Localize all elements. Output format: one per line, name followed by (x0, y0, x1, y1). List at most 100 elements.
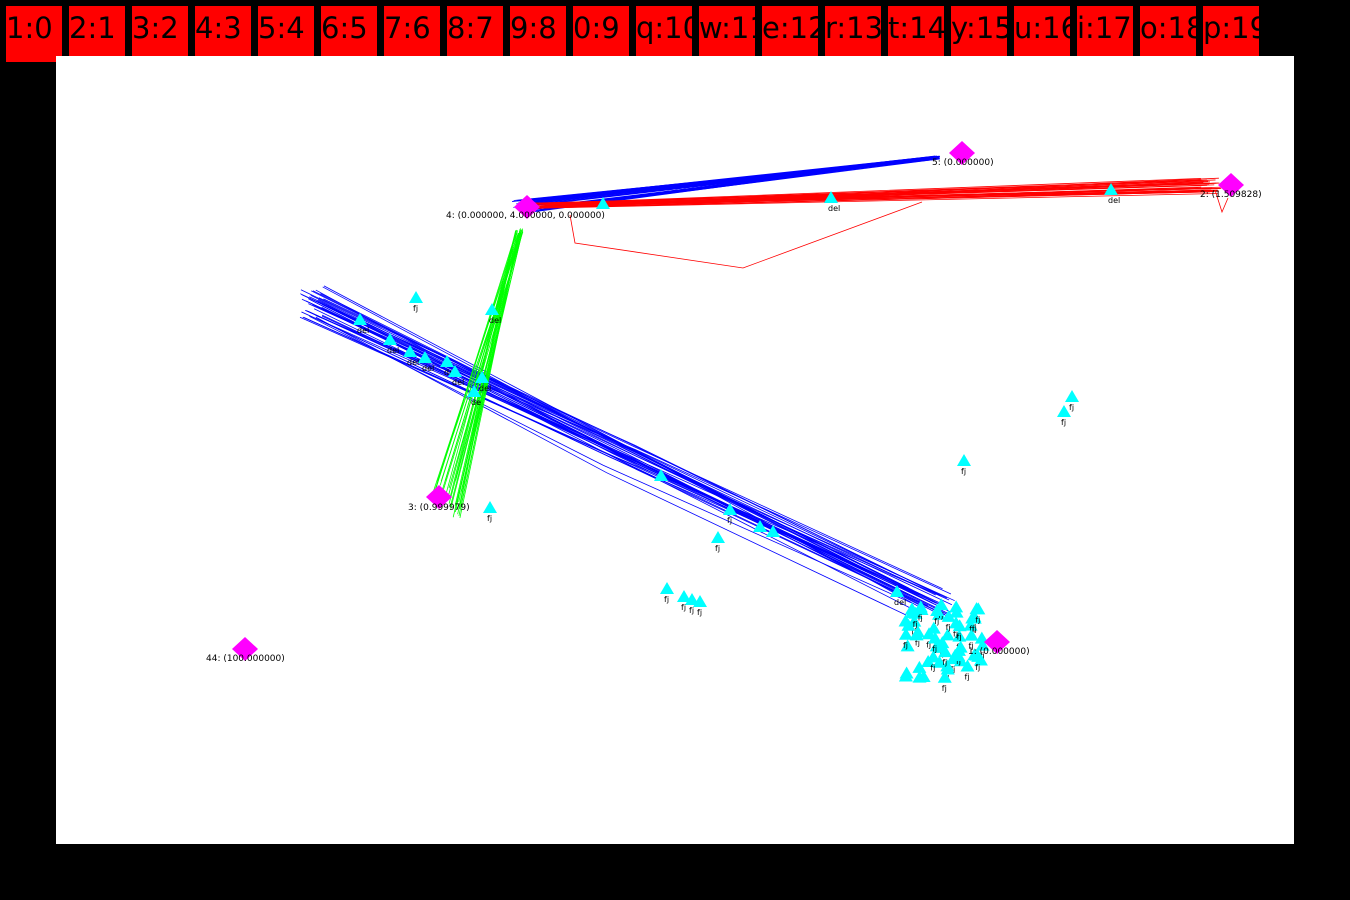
agent-triangle[interactable] (660, 582, 674, 594)
tab-1[interactable]: 1:0 (6, 6, 62, 62)
blue-trail (531, 156, 938, 206)
agent-triangle[interactable] (940, 628, 955, 641)
agent-triangle[interactable] (941, 609, 956, 622)
agent-triangle[interactable] (383, 333, 397, 345)
tab-i[interactable]: i:17 (1077, 6, 1133, 62)
agent-triangle[interactable] (418, 351, 432, 363)
agent-triangle[interactable] (971, 649, 986, 662)
tab-2[interactable]: 2:1 (69, 6, 125, 62)
agent-triangle[interactable] (952, 619, 967, 632)
agent-triangle[interactable] (685, 593, 699, 605)
agent-triangle[interactable] (930, 603, 945, 616)
agent-triangle[interactable] (900, 639, 915, 652)
agent-label: fj (913, 620, 918, 629)
agent-triangle[interactable] (898, 669, 913, 682)
agent-triangle[interactable] (938, 645, 953, 658)
agent-triangle[interactable] (971, 602, 986, 615)
agent-triangle[interactable] (912, 670, 927, 683)
tab-4[interactable]: 4:3 (195, 6, 251, 62)
agent-triangle[interactable] (483, 501, 497, 513)
agent-triangle[interactable] (949, 600, 964, 613)
agent-label: del (357, 326, 369, 335)
tab-8[interactable]: 8:7 (447, 6, 503, 62)
blue-trail (304, 309, 920, 596)
agent-triangle[interactable] (723, 503, 737, 515)
node-3-diamond[interactable] (426, 485, 452, 509)
node-2-diamond[interactable] (1218, 173, 1244, 197)
tab-3[interactable]: 3:2 (132, 6, 188, 62)
tab-7[interactable]: 7:6 (384, 6, 440, 62)
agent-triangle[interactable] (890, 585, 904, 597)
agent-triangle[interactable] (353, 313, 367, 325)
agent-triangle[interactable] (913, 600, 928, 613)
agent-triangle[interactable] (448, 365, 462, 377)
simulation-canvas[interactable]: del del fj del del del del del del del del de fj fj fj… (56, 56, 1294, 844)
tab-p[interactable]: p:19 (1203, 6, 1259, 62)
node-4[interactable]: 4: (0.000000, 4.000000, 0.000000) (446, 195, 605, 221)
tab-q[interactable]: q:10 (636, 6, 692, 62)
agent-triangle[interactable] (693, 595, 707, 607)
agent-triangle[interactable] (964, 628, 979, 641)
node-44[interactable]: 44: (100.000000) (206, 637, 285, 664)
agent-triangle[interactable] (711, 531, 725, 543)
tab-9[interactable]: 9:8 (510, 6, 566, 62)
agent-triangle[interactable] (967, 611, 982, 624)
agent-triangle[interactable] (912, 660, 927, 673)
blue-trail (314, 317, 915, 593)
node-1[interactable]: 1: (0.000000) (968, 630, 1030, 657)
tab-5[interactable]: 5:4 (258, 6, 314, 62)
agent-triangle[interactable] (904, 606, 919, 619)
blue-trail (303, 317, 931, 593)
node-1-diamond[interactable] (984, 630, 1010, 654)
green-trail (439, 231, 524, 501)
agent-triangle[interactable] (440, 355, 454, 367)
agent-triangle[interactable] (409, 291, 423, 303)
agent-triangle[interactable] (957, 454, 971, 466)
tab-t[interactable]: t:14 (888, 6, 944, 62)
agent-label: del (444, 368, 456, 377)
agent-triangle[interactable] (926, 650, 941, 663)
agent-triangle[interactable] (952, 629, 967, 642)
agent-triangle[interactable] (766, 525, 780, 537)
agent-triangle[interactable] (485, 303, 499, 315)
tab-6[interactable]: 6:5 (321, 6, 377, 62)
node-5[interactable]: 5: (0.000000) (932, 141, 994, 168)
agent-triangle[interactable] (824, 191, 838, 203)
blue-trail (312, 304, 944, 617)
tab-r[interactable]: r:13 (825, 6, 881, 62)
agent-triangle[interactable] (596, 197, 610, 209)
agent-triangle[interactable] (1065, 390, 1079, 402)
tab-w[interactable]: w:11 (699, 6, 755, 62)
tab-y[interactable]: y:15 (951, 6, 1007, 62)
blue-trail (526, 155, 936, 202)
agent-triangle[interactable] (677, 590, 691, 602)
agent-triangle[interactable] (948, 648, 963, 661)
agent-triangle[interactable] (475, 371, 489, 383)
agent-triangle[interactable] (898, 614, 913, 627)
node-4-diamond[interactable] (514, 195, 540, 219)
agent-triangle[interactable] (467, 385, 481, 397)
agent-label: de (471, 398, 481, 407)
agent-triangle[interactable] (1104, 183, 1118, 195)
node-2[interactable]: 2: (1.509828) (1200, 173, 1262, 200)
agent-triangle[interactable] (928, 631, 943, 644)
agent-triangle[interactable] (940, 662, 955, 675)
node-5-diamond[interactable] (949, 141, 975, 165)
agent-triangle[interactable] (1057, 405, 1071, 417)
tab-u[interactable]: u:16 (1014, 6, 1070, 62)
agent-triangle[interactable] (403, 345, 417, 357)
agent-triangle[interactable] (937, 670, 952, 683)
green-trail (434, 234, 516, 490)
tab-0[interactable]: 0:9 (573, 6, 629, 62)
agent-triangle[interactable] (960, 659, 975, 672)
node-44-diamond[interactable] (232, 637, 258, 661)
agent-triangle[interactable] (975, 638, 990, 651)
tab-o[interactable]: o:18 (1140, 6, 1196, 62)
tab-e[interactable]: e:12 (762, 6, 818, 62)
agent-triangle[interactable] (909, 628, 924, 641)
agent-triangle[interactable] (654, 469, 668, 481)
node-3[interactable]: 3: (0.999979) (408, 485, 470, 513)
agent-triangle[interactable] (963, 618, 978, 631)
agent-triangle[interactable] (753, 520, 767, 532)
agent-triangle[interactable] (898, 627, 913, 640)
